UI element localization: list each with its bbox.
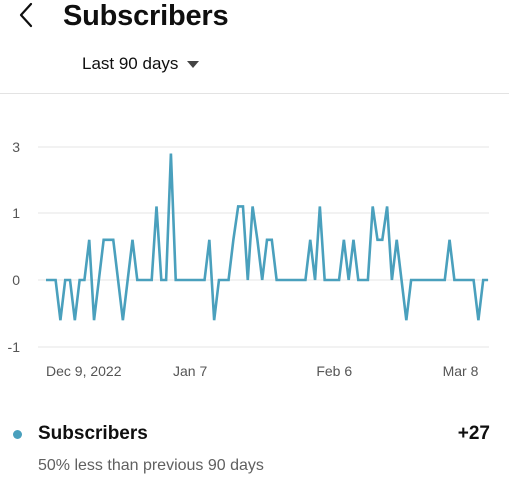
legend: Subscribers +27 50% less than previous 9… (0, 420, 509, 490)
header: Subscribers (0, 0, 509, 40)
divider (0, 93, 509, 94)
date-range-dropdown[interactable]: Last 90 days (82, 50, 200, 78)
x-tick-label: Jan 7 (173, 363, 207, 379)
chevron-left-icon (19, 2, 33, 28)
comparison-text: 50% less than previous 90 days (38, 457, 264, 474)
back-button[interactable] (14, 2, 40, 28)
y-tick-label: -1 (8, 339, 21, 355)
y-tick-label: 3 (12, 139, 20, 155)
y-tick-label: 1 (12, 205, 20, 221)
subscribers-chart: 3 1 0 -1 Dec 9, 2022 Jan 7 Feb 6 Mar 8 (0, 130, 509, 390)
legend-dot (13, 430, 22, 439)
series-line-subscribers (46, 153, 488, 321)
chart-svg: 3 1 0 -1 Dec 9, 2022 Jan 7 Feb 6 Mar 8 (8, 139, 489, 379)
legend-series-name: Subscribers (38, 423, 148, 444)
caret-down-icon (187, 60, 200, 68)
page-title: Subscribers (63, 0, 229, 32)
x-tick-label: Mar 8 (443, 363, 479, 379)
x-tick-label: Feb 6 (316, 363, 352, 379)
legend-total: +27 (457, 423, 490, 444)
x-tick-label: Dec 9, 2022 (46, 363, 122, 379)
date-range-label: Last 90 days (82, 54, 179, 73)
y-tick-label: 0 (12, 272, 20, 288)
